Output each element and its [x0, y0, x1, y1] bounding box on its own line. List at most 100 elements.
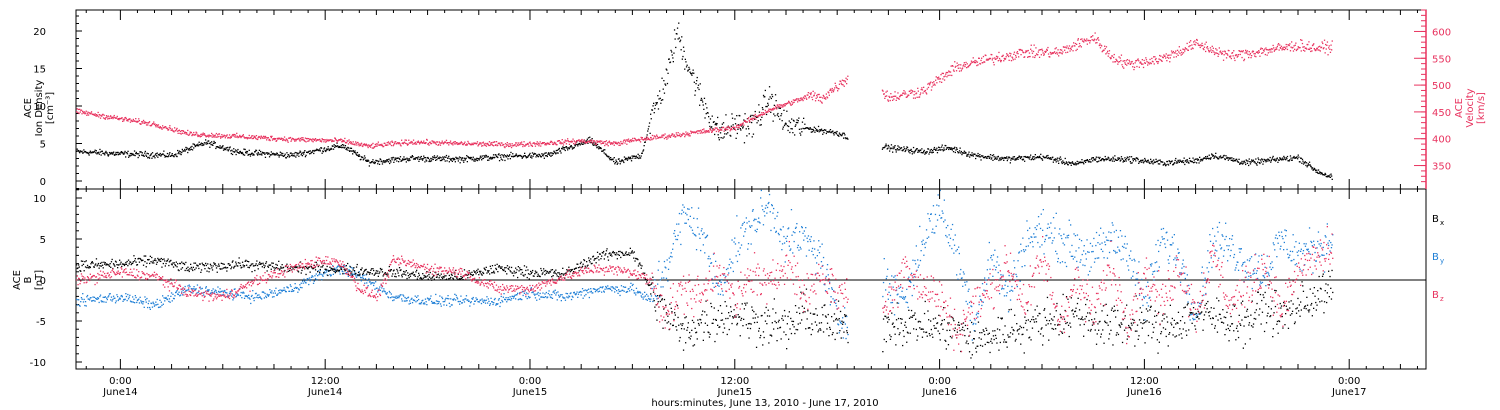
- density-series-point: [193, 143, 195, 145]
- by-series-point: [426, 297, 429, 299]
- by-series-point: [413, 299, 416, 302]
- density-series-point: [545, 152, 547, 154]
- velocity-series-point: [1283, 49, 1286, 51]
- density-series-point: [1056, 159, 1058, 161]
- velocity-series-point: [1182, 48, 1184, 50]
- velocity-series-point: [362, 145, 364, 148]
- velocity-series-point: [339, 139, 341, 141]
- velocity-series-point: [365, 143, 367, 145]
- velocity-series-point: [610, 143, 612, 145]
- density-series-point: [281, 154, 283, 157]
- density-series-point: [742, 127, 744, 129]
- density-series-point: [799, 132, 801, 134]
- velocity-series-point: [913, 94, 915, 96]
- by-series-point: [117, 299, 119, 302]
- density-series-point: [428, 160, 430, 163]
- velocity-series-point: [1317, 46, 1320, 48]
- by-series-point: [508, 298, 510, 301]
- density-series-point: [1122, 158, 1124, 160]
- density-series-point: [618, 158, 620, 160]
- density-series-point: [450, 159, 452, 161]
- density-series-point: [937, 149, 939, 151]
- density-series-point: [1199, 160, 1201, 162]
- density-series-point: [491, 158, 494, 160]
- velocity-series-point: [797, 99, 799, 101]
- velocity-series-point: [420, 141, 422, 143]
- by-series-point: [487, 302, 489, 304]
- by-series-point: [471, 297, 473, 300]
- density-series-point: [1273, 159, 1275, 161]
- density-series-point: [814, 131, 816, 133]
- velocity-series-point: [359, 144, 361, 147]
- by-series-point: [234, 288, 236, 290]
- velocity-series-point: [969, 64, 971, 66]
- velocity-series-point: [772, 109, 774, 111]
- density-series-point: [118, 152, 120, 154]
- velocity-series-point: [479, 142, 482, 144]
- density-series-point: [1212, 155, 1214, 157]
- velocity-series-point: [1179, 49, 1182, 51]
- by-series-point: [297, 288, 300, 290]
- velocity-series-point: [302, 137, 304, 139]
- velocity-series-point: [950, 65, 952, 67]
- velocity-series-point: [764, 113, 766, 115]
- density-series-point: [603, 152, 605, 154]
- velocity-series-point: [248, 137, 250, 139]
- velocity-series-point: [1279, 44, 1281, 46]
- velocity-series-point: [1257, 51, 1259, 53]
- velocity-series-point: [415, 143, 418, 145]
- density-series-point: [181, 148, 183, 151]
- density-series-point: [1098, 160, 1100, 162]
- density-series-point: [1097, 156, 1099, 158]
- by-series-point: [564, 299, 567, 301]
- density-series-point: [522, 156, 524, 158]
- density-series-point: [220, 146, 222, 148]
- velocity-series-point: [687, 133, 689, 136]
- density-series-point: [562, 147, 565, 149]
- velocity-series-point: [570, 141, 572, 143]
- density-series-point: [115, 151, 117, 154]
- by-series-point: [581, 288, 584, 290]
- density-series-point: [718, 137, 720, 139]
- density-series-point: [268, 156, 271, 158]
- velocity-series-point: [252, 137, 255, 140]
- velocity-series-point: [363, 143, 366, 145]
- velocity-series-point: [497, 144, 499, 146]
- by-series-point: [353, 271, 356, 273]
- velocity-series-point: [981, 57, 983, 59]
- velocity-series-point: [699, 130, 701, 132]
- by-series-point: [404, 296, 406, 299]
- velocity-series-point: [109, 115, 111, 118]
- velocity-series-point: [111, 116, 114, 119]
- density-series-point: [623, 161, 625, 164]
- plot-layer: 05101520350400450500550600-10-505100:00J…: [30, 9, 1451, 398]
- velocity-series-point: [823, 97, 826, 100]
- velocity-series-point: [1007, 54, 1009, 56]
- velocity-series-point: [1213, 53, 1216, 56]
- velocity-series-point: [1294, 48, 1296, 50]
- velocity-series-point: [1145, 59, 1148, 61]
- density-series-point: [1119, 160, 1121, 162]
- velocity-series-point: [1093, 40, 1095, 42]
- by-series-point: [364, 278, 367, 280]
- by-series-point: [368, 281, 371, 283]
- by-series-point: [470, 301, 472, 303]
- density-series-point: [1281, 159, 1283, 161]
- by-series-point: [257, 297, 259, 299]
- density-series-point: [547, 152, 550, 154]
- by-series-point: [362, 277, 364, 279]
- density-series-point: [1046, 155, 1048, 157]
- velocity-series-point: [206, 135, 209, 137]
- density-series-point: [889, 148, 891, 150]
- density-series-point: [700, 99, 702, 101]
- velocity-series-point: [803, 97, 805, 100]
- velocity-series-point: [494, 144, 496, 146]
- density-series-point: [565, 146, 568, 148]
- density-series-point: [605, 154, 608, 156]
- velocity-series-point: [690, 130, 692, 132]
- by-series-point: [125, 295, 128, 298]
- by-series-point: [155, 304, 158, 306]
- density-series-point: [226, 149, 228, 151]
- by-series-point: [309, 280, 311, 282]
- density-series-point: [908, 149, 910, 152]
